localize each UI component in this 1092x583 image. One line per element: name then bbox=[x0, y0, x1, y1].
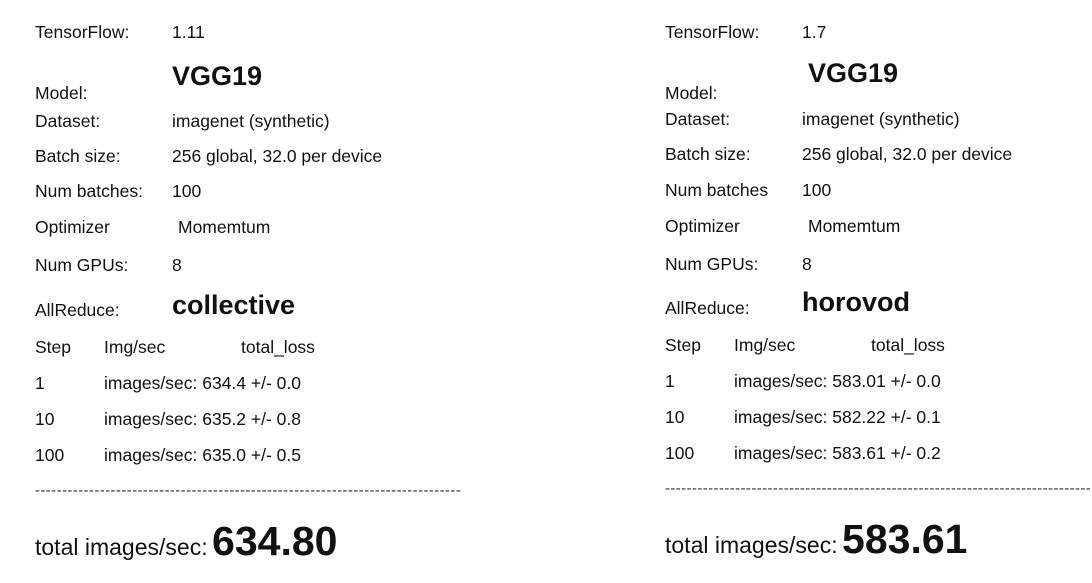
tensorflow-version: 1.7 bbox=[802, 22, 827, 42]
table-row-value: images/sec: 635.0 +/- 0.5 bbox=[104, 445, 301, 465]
batch-size-value: 256 global, 32.0 per device bbox=[172, 146, 383, 166]
optimizer-label: Optimizer bbox=[665, 216, 740, 236]
total-value: 634.80 bbox=[212, 518, 338, 564]
tensorflow-label: TensorFlow: bbox=[35, 22, 130, 42]
table-header-step: Step bbox=[35, 337, 71, 357]
table-row-step: 1 bbox=[35, 373, 45, 393]
num-gpus-value: 8 bbox=[172, 255, 182, 275]
table-header-total-loss: total_loss bbox=[871, 335, 945, 355]
model-value: VGG19 bbox=[172, 61, 263, 91]
dashed-divider: ----------------------------------------… bbox=[665, 481, 1090, 497]
total-label: total images/sec: bbox=[35, 534, 208, 560]
optimizer-label: Optimizer bbox=[35, 217, 110, 237]
total-label: total images/sec: bbox=[665, 532, 838, 558]
batch-size-label: Batch size: bbox=[665, 144, 751, 164]
num-batches-value: 100 bbox=[802, 180, 832, 200]
num-gpus-label: Num GPUs: bbox=[665, 254, 759, 274]
table-row-value: images/sec: 583.61 +/- 0.2 bbox=[734, 443, 941, 463]
batch-size-value: 256 global, 32.0 per device bbox=[802, 144, 1013, 164]
table-header-total-loss: total_loss bbox=[241, 337, 315, 357]
table-row-value: images/sec: 635.2 +/- 0.8 bbox=[104, 409, 301, 429]
table-row-step: 100 bbox=[665, 443, 695, 463]
batch-size-label: Batch size: bbox=[35, 146, 121, 166]
dataset-value: imagenet (synthetic) bbox=[802, 109, 960, 129]
total-images-per-sec: total images/sec: 634.80 bbox=[35, 518, 337, 565]
allreduce-label: AllReduce: bbox=[35, 300, 120, 320]
dataset-label: Dataset: bbox=[35, 111, 101, 131]
total-images-per-sec: total images/sec: 583.61 bbox=[665, 516, 967, 563]
model-label: Model: bbox=[35, 83, 88, 103]
num-batches-label: Num batches: bbox=[35, 181, 143, 201]
table-row-value: images/sec: 583.01 +/- 0.0 bbox=[734, 371, 941, 391]
model-label: Model: bbox=[665, 83, 718, 103]
table-row-value: images/sec: 582.22 +/- 0.1 bbox=[734, 407, 941, 427]
dataset-label: Dataset: bbox=[665, 109, 731, 129]
dataset-value: imagenet (synthetic) bbox=[172, 111, 330, 131]
table-row-step: 1 bbox=[665, 371, 675, 391]
table-row-value: images/sec: 634.4 +/- 0.0 bbox=[104, 373, 301, 393]
allreduce-label: AllReduce: bbox=[665, 298, 750, 318]
table-header-step: Step bbox=[665, 335, 701, 355]
total-value: 583.61 bbox=[842, 516, 968, 562]
tensorflow-version: 1.11 bbox=[172, 22, 205, 42]
tensorflow-label: TensorFlow: bbox=[665, 22, 760, 42]
table-header-img-sec: Img/sec bbox=[104, 337, 166, 357]
model-value: VGG19 bbox=[808, 58, 899, 88]
num-batches-label: Num batches bbox=[665, 180, 769, 200]
num-gpus-value: 8 bbox=[802, 254, 812, 274]
optimizer-value: Momemtum bbox=[178, 217, 271, 237]
num-batches-value: 100 bbox=[172, 181, 202, 201]
dashed-divider: ----------------------------------------… bbox=[35, 483, 462, 499]
num-gpus-label: Num GPUs: bbox=[35, 255, 129, 275]
table-row-step: 100 bbox=[35, 445, 65, 465]
optimizer-value: Momemtum bbox=[808, 216, 901, 236]
table-row-step: 10 bbox=[665, 407, 685, 427]
table-header-img-sec: Img/sec bbox=[734, 335, 796, 355]
table-row-step: 10 bbox=[35, 409, 55, 429]
allreduce-value: horovod bbox=[802, 287, 910, 317]
allreduce-value: collective bbox=[172, 290, 296, 320]
